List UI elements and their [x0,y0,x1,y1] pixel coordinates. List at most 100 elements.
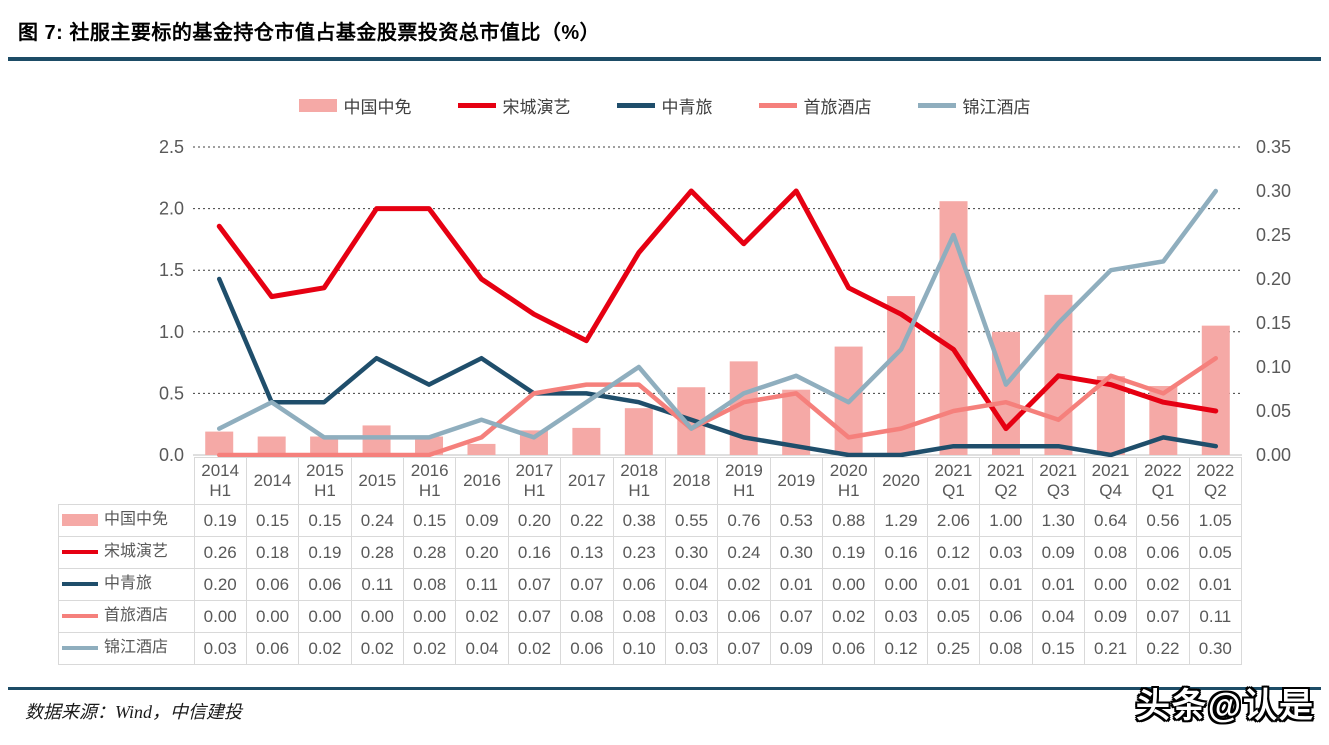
table-cell: 0.06 [979,600,1033,633]
table-cell: 0.05 [1188,536,1243,569]
table-cell: 0.00 [298,600,352,633]
table-cell: 0.06 [298,568,352,601]
table-cell: 0.02 [350,632,405,665]
table-cell: 0.08 [1083,536,1138,569]
x-axis-label: 2021 Q3 [1031,457,1085,505]
legend-label: 宋城演艺 [502,98,571,117]
table-cell: 0.53 [769,504,824,537]
line-首旅酒店 [216,355,1219,458]
table-cell: 0.25 [926,632,981,665]
table-cell: 0.26 [193,536,247,569]
bar-中国中免 [572,427,601,455]
table-cell: 0.06 [1136,536,1190,569]
table-cell: 0.00 [874,568,928,601]
bar-中国中免 [205,431,234,455]
table-cell: 0.16 [874,536,928,569]
table-cell: 0.20 [507,504,562,537]
table-cell: 0.64 [1083,504,1138,537]
table-cell: 0.07 [507,600,562,633]
table-cell: 0.11 [1188,600,1243,633]
table-cell: 0.12 [926,536,981,569]
table-cell: 0.03 [664,600,719,633]
legend-item: 中国中免 [298,93,412,118]
x-axis-label: 2014 [245,457,300,505]
x-axis-label: 2022 Q1 [1136,457,1190,505]
x-axis-label: 2015 [350,457,405,505]
table-cell: 0.09 [1083,600,1138,633]
legend-label: 首旅酒店 [803,98,872,117]
table-cell: 0.02 [507,632,562,665]
bar-中国中免 [782,389,811,455]
table-cell: 0.07 [1136,600,1190,633]
x-axis-label: 2020 [874,457,928,505]
table-cell: 0.01 [1188,568,1243,601]
table-cell: 0.18 [245,536,300,569]
table-cell: 0.56 [1136,504,1190,537]
table-cell: 0.02 [1136,568,1190,601]
bar-中国中免 [1096,376,1125,455]
series-label-cell: 宋城演艺 [58,536,195,569]
series-swatch [62,550,98,555]
table-cell: 0.00 [821,568,876,601]
table-cell: 0.06 [245,568,300,601]
table-cell: 0.76 [717,504,771,537]
x-axis-label: 2015 H1 [298,457,352,505]
table-cell: 0.15 [402,504,457,537]
table-row: 宋城演艺 0.26 0.18 0.19 0.28 0.28 0.20 0.16 0.13 0.23… [58,536,1243,569]
table-cell: 0.08 [612,600,666,633]
table-row: 中青旅 0.20 0.06 0.06 0.11 0.08 0.11 0.07 0.07 0.06 0… [58,568,1243,601]
series-name: 首旅酒店 [104,607,169,625]
right-axis-tick: 0.00 [1256,445,1291,465]
table-cell: 0.02 [821,600,876,633]
table-cell: 0.11 [350,568,405,601]
table-cell: 0.04 [455,632,509,665]
series-label-cell: 首旅酒店 [58,600,195,633]
table-cell: 0.06 [560,632,614,665]
line-锦江酒店 [216,188,1219,440]
bar-中国中免 [939,201,968,455]
table-cell: 0.08 [402,568,457,601]
x-axis-label: 2017 [560,457,614,505]
right-axis-tick: 0.35 [1256,137,1291,157]
table-cell: 0.15 [298,504,352,537]
x-axis-label: 2019 H1 [717,457,771,505]
x-axis-label: 2021 Q1 [926,457,981,505]
table-cell: 1.05 [1188,504,1243,537]
bar-中国中免 [729,361,758,455]
table-cell: 0.22 [1136,632,1190,665]
legend-swatch-bar [298,99,337,112]
bar-中国中免 [519,430,548,455]
right-axis-tick: 0.30 [1256,181,1291,201]
table-cell: 0.07 [769,600,824,633]
bar-中国中免 [624,408,653,455]
table-cell: 0.16 [507,536,562,569]
right-axis-tick: 0.20 [1256,269,1291,289]
table-cell: 1.00 [979,504,1033,537]
series-label-cell: 中青旅 [58,568,195,601]
series-name: 中国中免 [104,511,169,529]
bar-中国中免 [257,436,286,455]
right-axis-tick: 0.25 [1256,225,1291,245]
table-cell: 0.12 [874,632,928,665]
series-name: 宋城演艺 [104,543,169,561]
legend-swatch-line [758,103,797,108]
table-cell: 0.15 [1031,632,1085,665]
left-axis-tick: 1.0 [159,322,184,342]
table-cell: 0.88 [821,504,876,537]
series-swatch [62,614,98,619]
right-axis-tick: 0.05 [1256,401,1291,421]
table-cell: 0.01 [1031,568,1085,601]
x-axis-label: 2018 [664,457,719,505]
table-cell: 0.24 [350,504,405,537]
table-cell: 0.10 [612,632,666,665]
legend-item: 中青旅 [616,93,713,118]
legend-swatch-line [457,103,496,108]
table-cell: 0.09 [455,504,509,537]
line-中青旅 [216,276,1219,458]
legend-swatch-line [616,103,655,108]
table-cell: 0.00 [245,600,300,633]
table-cell: 0.01 [769,568,824,601]
table-cell: 0.08 [560,600,614,633]
bar-中国中免 [310,436,339,455]
left-axis-tick: 1.5 [159,260,184,280]
